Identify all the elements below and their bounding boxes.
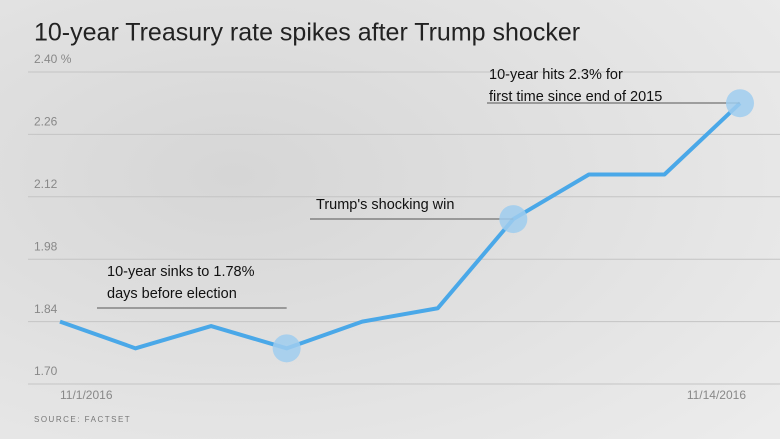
y-tick-label: 2.26 [34,115,58,129]
y-tick-label: 2.12 [34,177,58,191]
y-tick-label: 1.98 [34,239,58,253]
highlight-point [726,89,754,118]
annotation-text: 10-year hits 2.3% for [489,67,623,83]
x-tick-label: 11/1/2016 [60,388,113,402]
chart-title: 10-year Treasury rate spikes after Trump… [34,19,580,47]
data-line [59,101,742,351]
y-tick-label: 2.40 % [34,52,72,66]
annotation-text: first time since end of 2015 [489,89,662,105]
source: SOURCE: FACTSET [34,415,131,424]
annotation-text: days before election [107,286,237,302]
x-tick-label: 11/14/2016 [687,388,746,402]
highlight-point [272,334,301,363]
y-tick-label: 1.84 [34,302,58,316]
annotation-text: 10-year sinks to 1.78% [107,264,255,280]
y-tick-label: 1.70 [34,364,58,378]
annotation-text: Trump's shocking win [316,197,454,213]
highlight-point [499,205,528,234]
